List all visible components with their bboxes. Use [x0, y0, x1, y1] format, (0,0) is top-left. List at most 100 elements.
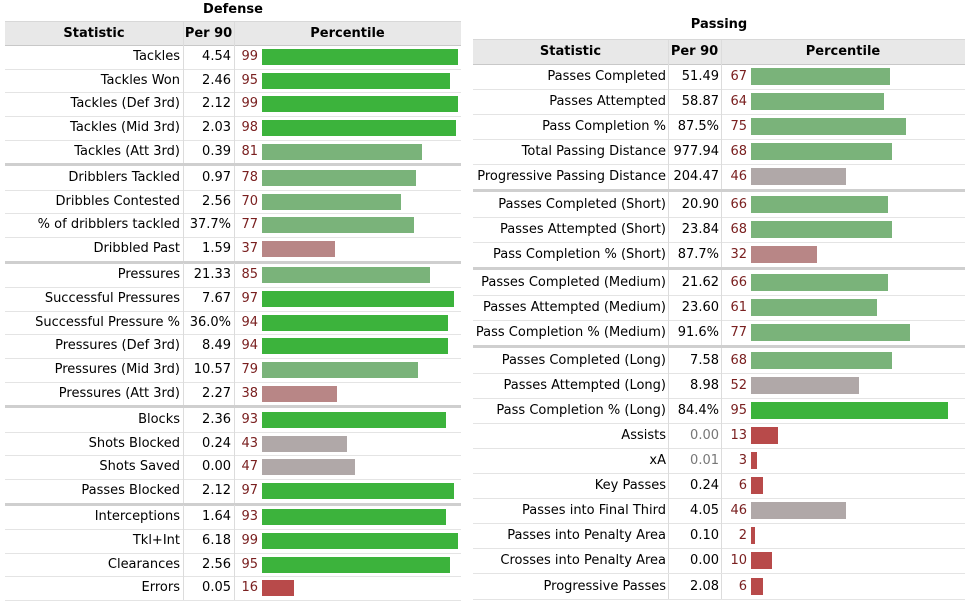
- percentile-bar: [751, 376, 859, 394]
- column-divider: [668, 64, 669, 90]
- stat-name: Crosses into Penalty Area: [500, 553, 666, 569]
- stat-name: Errors: [141, 580, 180, 596]
- column-divider: [721, 269, 722, 295]
- column-divider: [234, 116, 235, 140]
- defense-table-row: Pressures (Att 3rd) 2.27 38: [5, 381, 461, 409]
- defense-table-row: Errors 0.05 16: [5, 576, 461, 602]
- percentile-value: 66: [730, 197, 747, 212]
- column-divider: [183, 45, 184, 69]
- percentile-value: 95: [241, 556, 258, 572]
- defense-table-row: Dribbled Past 1.59 37: [5, 237, 461, 264]
- per90-value: 0.00: [202, 459, 231, 475]
- percentile-value: 68: [730, 222, 747, 238]
- stat-name: Tackles (Def 3rd): [70, 96, 180, 112]
- per90-value: 4.05: [690, 503, 719, 519]
- column-divider: [183, 529, 184, 553]
- column-divider: [183, 139, 184, 164]
- column-divider: [721, 139, 722, 165]
- per90-value: 91.6%: [677, 325, 719, 340]
- column-divider: [234, 455, 235, 480]
- percentile-bar: [262, 49, 458, 65]
- defense-table-row: Dribbles Contested 2.56 70: [5, 189, 461, 215]
- column-divider: [668, 372, 669, 398]
- percentile-bar: [751, 502, 846, 520]
- column-divider: [183, 92, 184, 117]
- stat-name: Progressive Passing Distance: [477, 169, 666, 185]
- defense-table-row: Shots Saved 0.00 47: [5, 455, 461, 481]
- column-divider: [183, 381, 184, 406]
- column-divider: [183, 287, 184, 311]
- defense-table-row: Dribblers Tackled 0.97 78: [5, 166, 461, 191]
- defense-table-row: Pressures 21.33 85: [5, 263, 461, 288]
- column-divider: [668, 347, 669, 373]
- column-divider: [234, 408, 235, 432]
- column-divider: [668, 192, 669, 218]
- stat-name: Pressures (Att 3rd): [58, 385, 180, 401]
- percentile-bar: [751, 246, 817, 264]
- percentile-bar: [262, 412, 446, 428]
- column-divider: [721, 192, 722, 218]
- column-divider: [183, 68, 184, 93]
- per90-value: 977.94: [673, 144, 720, 160]
- column-divider: [183, 116, 184, 140]
- percentile-bar: [751, 298, 877, 316]
- defense-col-statistic-header: Statistic: [63, 26, 125, 41]
- percentile-value: 37: [241, 241, 258, 257]
- percentile-value: 68: [730, 144, 747, 160]
- percentile-value: 66: [730, 274, 747, 290]
- per90-value: 0.00: [690, 553, 719, 569]
- per90-value: 87.5%: [677, 119, 719, 135]
- passing-table-row: Passes Attempted (Short) 23.84 68: [473, 217, 965, 244]
- per90-value: 36.0%: [189, 314, 231, 330]
- percentile-value: 79: [241, 362, 258, 378]
- stat-name: Passes Attempted (Long): [503, 377, 666, 393]
- percentile-value: 13: [730, 427, 747, 443]
- per90-value: 10.57: [193, 362, 231, 378]
- percentile-bar: [262, 267, 430, 284]
- per90-value: 4.54: [202, 49, 231, 64]
- stat-name: Shots Blocked: [88, 435, 180, 451]
- defense-table-row: Tackles (Def 3rd) 2.12 99: [5, 92, 461, 118]
- stat-name: Successful Pressures: [44, 291, 180, 306]
- percentile-bar: [751, 577, 763, 595]
- column-divider: [183, 576, 184, 601]
- stat-name: Passes Blocked: [81, 483, 180, 499]
- passing-table-row: Assists 0.00 13: [473, 422, 965, 449]
- percentile-bar: [262, 483, 454, 500]
- stat-name: Passes Attempted: [549, 94, 666, 110]
- defense-table-row: Successful Pressure % 36.0% 94: [5, 310, 461, 336]
- defense-table-row: Successful Pressures 7.67 97: [5, 287, 461, 312]
- percentile-bar: [262, 96, 458, 113]
- per90-value: 51.49: [681, 69, 719, 84]
- per90-value: 37.7%: [189, 217, 231, 233]
- per90-value: 0.00: [690, 427, 719, 443]
- percentile-value: 77: [730, 325, 747, 340]
- defense-col-percentile-header: Percentile: [310, 26, 385, 41]
- column-divider: [183, 552, 184, 577]
- defense-table-row: Tackles Won 2.46 95: [5, 68, 461, 94]
- column-divider: [234, 189, 235, 214]
- column-divider: [234, 287, 235, 311]
- percentile-bar: [751, 401, 948, 419]
- passing-table: Passing Statistic Per 90 Percentile Passes C…: [473, 0, 965, 604]
- passing-table-row: Pass Completion % (Medium) 91.6% 77: [473, 320, 965, 349]
- percentile-value: 93: [241, 509, 258, 525]
- stat-name: Pressures (Def 3rd): [55, 338, 180, 354]
- defense-table: Defense Statistic Per 90 Percentile Tackles 4…: [5, 0, 461, 604]
- stat-name: % of dribblers tackled: [37, 217, 180, 233]
- stat-name: Tackles (Mid 3rd): [70, 120, 180, 136]
- percentile-value: 75: [730, 119, 747, 135]
- per90-value: 2.27: [202, 385, 231, 401]
- percentile-bar: [262, 385, 337, 402]
- column-divider: [183, 334, 184, 359]
- percentile-value: 3: [738, 453, 747, 468]
- passing-table-row: Passes into Penalty Area 0.10 2: [473, 523, 965, 550]
- column-divider: [668, 498, 669, 524]
- per90-value: 2.46: [202, 72, 231, 88]
- percentile-bar: [751, 552, 772, 570]
- passing-table-row: Passes Attempted (Medium) 23.60 61: [473, 294, 965, 321]
- percentile-bar: [262, 291, 454, 307]
- defense-table-row: Tackles (Att 3rd) 0.39 81: [5, 139, 461, 167]
- per90-value: 58.87: [681, 94, 719, 110]
- passing-col-statistic-header: Statistic: [539, 44, 602, 59]
